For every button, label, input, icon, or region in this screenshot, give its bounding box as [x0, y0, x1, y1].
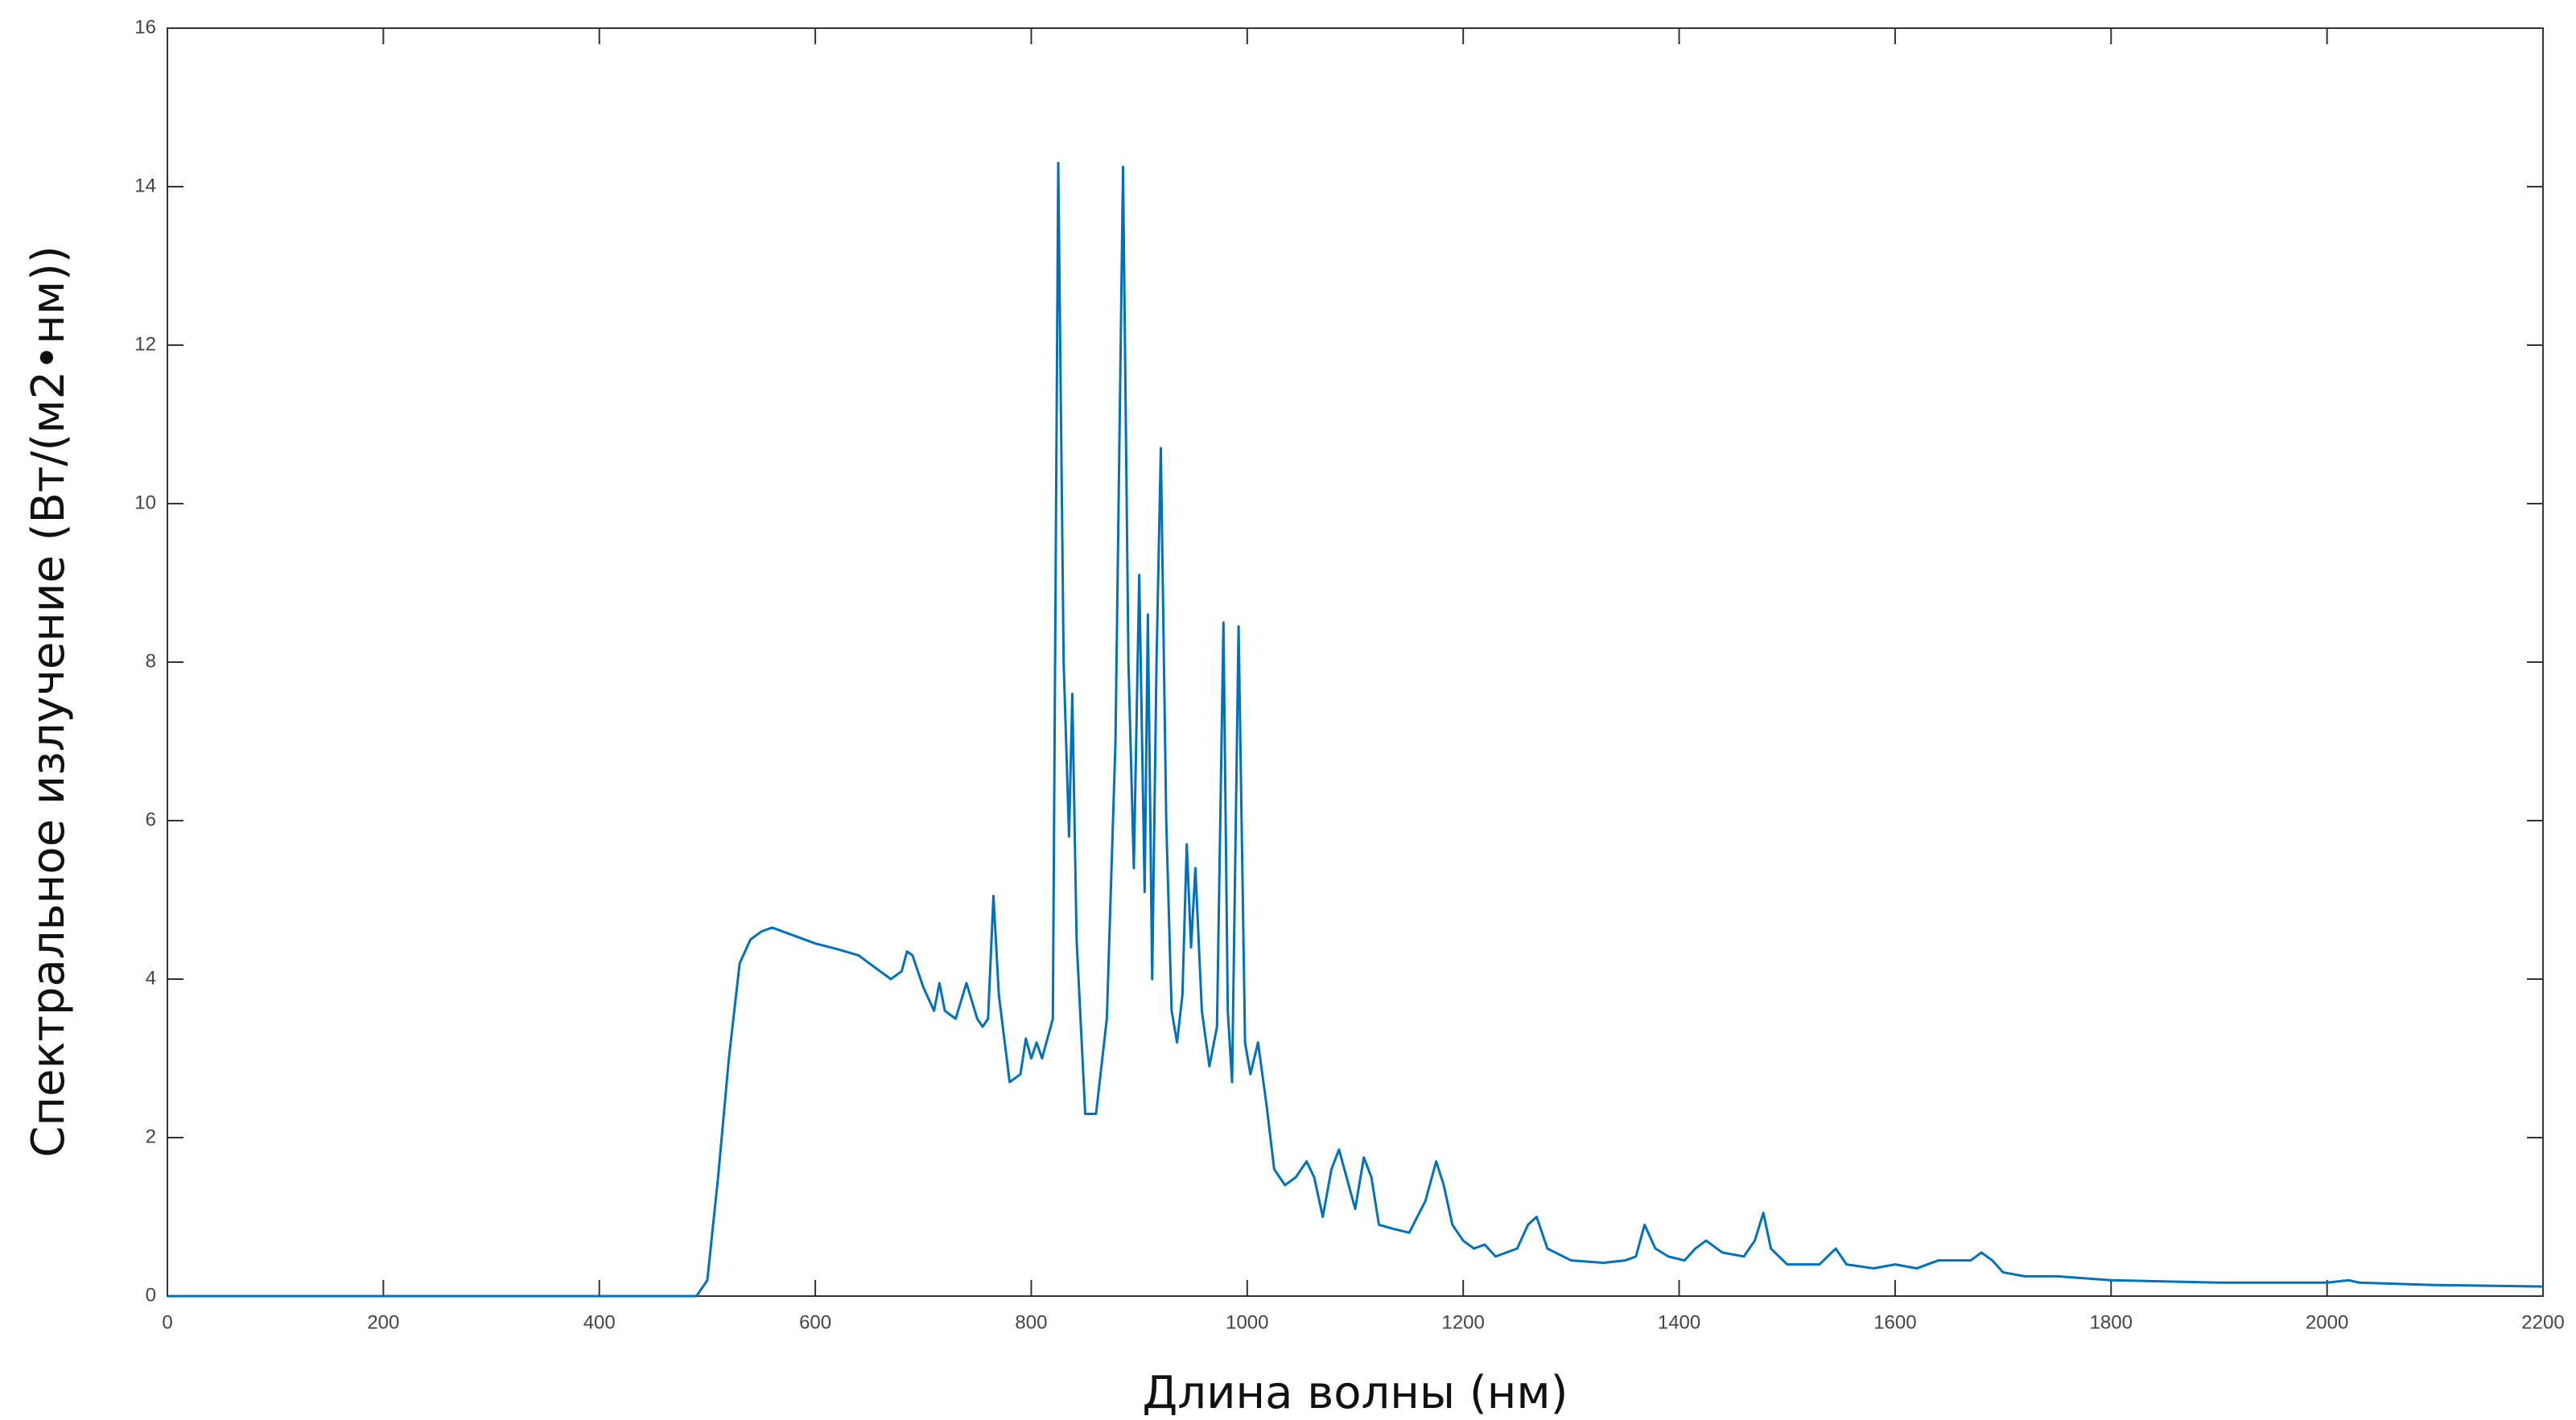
x-tick-label: 2000	[2306, 1311, 2348, 1333]
plot-frame	[167, 27, 2544, 1297]
y-tick-label: 4	[146, 967, 156, 989]
x-tick-label: 1000	[1226, 1311, 1268, 1333]
x-tick-label: 400	[583, 1311, 616, 1333]
x-tick-label: 800	[1015, 1311, 1047, 1333]
x-tick-label: 1200	[1441, 1311, 1484, 1333]
x-tick-label: 1600	[1873, 1311, 1916, 1333]
x-tick-label: 600	[799, 1311, 831, 1333]
y-tick-label: 10	[134, 492, 156, 513]
x-tick-label: 0	[162, 1311, 172, 1333]
y-tick-label: 8	[146, 650, 156, 672]
y-tick-label: 2	[146, 1126, 156, 1147]
x-tick-label: 2200	[2521, 1311, 2564, 1333]
y-tick-label: 6	[146, 809, 156, 830]
x-tick-label: 1800	[2090, 1311, 2133, 1333]
y-tick-label: 16	[134, 16, 156, 38]
x-axis-label: Длина волны (нм)	[1143, 1367, 1568, 1419]
x-tick-label: 200	[367, 1311, 399, 1333]
y-axis-label: Спектральное излучение (Вт/(м2•нм))	[23, 245, 75, 1157]
spectrum-line	[167, 161, 2544, 1298]
y-tick-label: 14	[134, 175, 156, 196]
x-tick-label: 1400	[1658, 1311, 1700, 1333]
y-tick-label: 0	[146, 1284, 156, 1306]
y-tick-label: 12	[134, 333, 156, 355]
